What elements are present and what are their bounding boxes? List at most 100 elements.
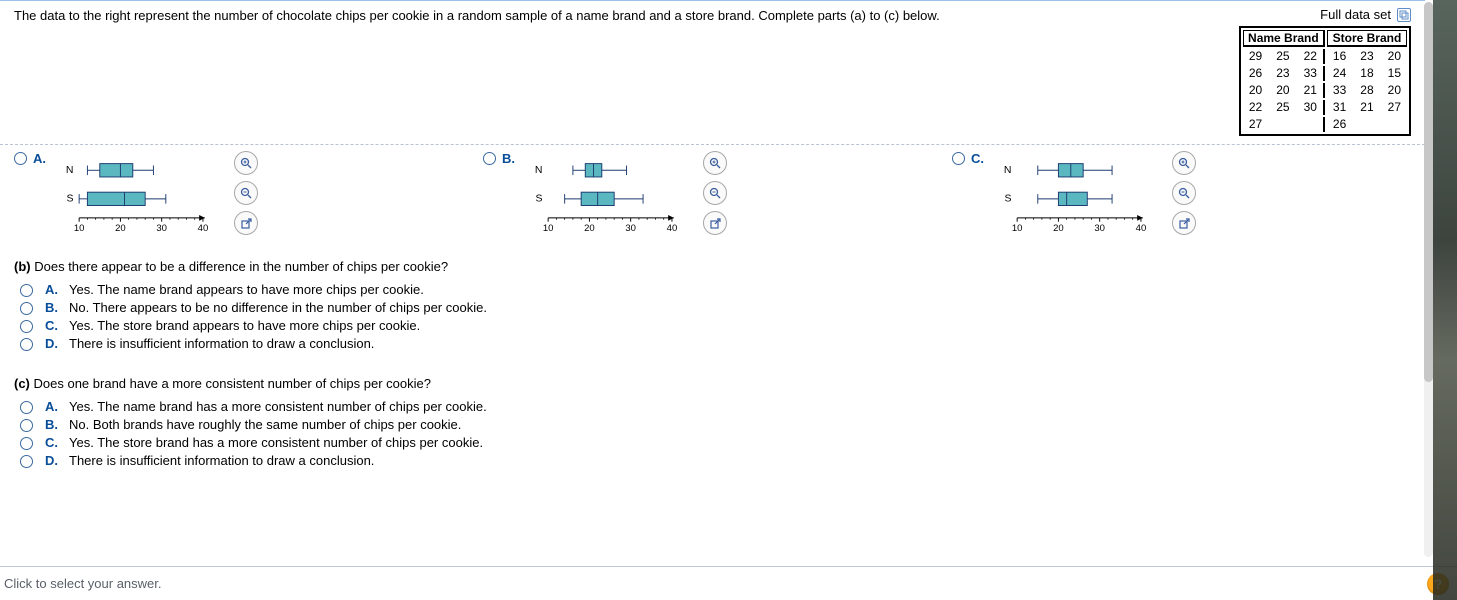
answer-option[interactable]: C. Yes. The store brand has a more consi…: [20, 435, 1411, 450]
table-row: 222530312127: [1243, 100, 1407, 115]
scrollbar-thumb[interactable]: [1424, 2, 1433, 382]
answer-letter: D.: [45, 453, 63, 468]
table-row: 292522162320: [1243, 49, 1407, 64]
answer-text: Yes. The store brand appears to have mor…: [69, 318, 420, 333]
table-cell: 16: [1327, 49, 1352, 64]
part-b: (b) Does there appear to be a difference…: [0, 241, 1425, 358]
answer-option[interactable]: B. No. There appears to be no difference…: [20, 300, 1411, 315]
answer-text: No. Both brands have roughly the same nu…: [69, 417, 461, 432]
table-cell: 23: [1354, 49, 1379, 64]
answer-letter: B.: [45, 300, 63, 315]
zoom-out-icon[interactable]: [703, 181, 727, 205]
copy-data-icon[interactable]: [1397, 8, 1411, 22]
answer-letter: D.: [45, 336, 63, 351]
radio-chart-A[interactable]: [14, 152, 27, 165]
radio-answer[interactable]: [20, 338, 33, 351]
answer-text: Yes. The name brand appears to have more…: [69, 282, 424, 297]
zoom-out-icon[interactable]: [1172, 181, 1196, 205]
svg-text:N: N: [535, 165, 543, 176]
zoom-in-icon[interactable]: [1172, 151, 1196, 175]
answer-text: Yes. The store brand has a more consiste…: [69, 435, 483, 450]
svg-text:20: 20: [584, 223, 595, 234]
answer-text: There is insufficient information to dra…: [69, 336, 374, 351]
table-cell: 20: [1382, 49, 1407, 64]
radio-answer[interactable]: [20, 302, 33, 315]
table-header-store: Store Brand: [1327, 30, 1407, 47]
svg-text:40: 40: [667, 223, 678, 234]
table-cell: 22: [1243, 100, 1268, 115]
option-letter: B.: [502, 151, 515, 166]
answer-option[interactable]: D. There is insufficient information to …: [20, 336, 1411, 351]
svg-text:40: 40: [198, 223, 209, 234]
outer-background-strip: [1433, 0, 1457, 600]
radio-answer[interactable]: [20, 419, 33, 432]
svg-text:10: 10: [1012, 223, 1023, 234]
table-cell: 30: [1298, 100, 1325, 115]
scrollbar-track[interactable]: [1424, 2, 1433, 557]
table-cell: 33: [1298, 66, 1325, 81]
answer-letter: B.: [45, 417, 63, 432]
svg-text:20: 20: [115, 223, 126, 234]
zoom-out-icon[interactable]: [234, 181, 258, 205]
boxplot-options-row: A. N S 10203040 B. N S: [0, 151, 1425, 241]
table-cell: 21: [1298, 83, 1325, 98]
table-row: 262333241815: [1243, 66, 1407, 81]
table-row: 202021332820: [1243, 83, 1407, 98]
popout-icon[interactable]: [703, 211, 727, 235]
radio-answer[interactable]: [20, 284, 33, 297]
radio-chart-B[interactable]: [483, 152, 496, 165]
table-cell: [1382, 117, 1407, 132]
chart-option-A: A. N S 10203040: [14, 151, 473, 241]
chart-option-B: B. N S 10203040: [483, 151, 942, 241]
svg-text:20: 20: [1053, 223, 1064, 234]
radio-answer[interactable]: [20, 320, 33, 333]
table-cell: 25: [1270, 100, 1295, 115]
table-cell: [1298, 117, 1325, 132]
table-cell: 22: [1298, 49, 1325, 64]
table-cell: 20: [1243, 83, 1268, 98]
table-cell: [1270, 117, 1295, 132]
table-row: 27 26: [1243, 117, 1407, 132]
svg-text:30: 30: [625, 223, 636, 234]
table-header-name: Name Brand: [1243, 30, 1325, 47]
popout-icon[interactable]: [1172, 211, 1196, 235]
svg-text:10: 10: [543, 223, 554, 234]
table-cell: 27: [1382, 100, 1407, 115]
svg-text:N: N: [66, 165, 74, 176]
table-cell: [1354, 117, 1379, 132]
problem-header-row: The data to the right represent the numb…: [0, 1, 1425, 145]
zoom-in-icon[interactable]: [234, 151, 258, 175]
part-c-prompt: (c) Does one brand have a more consisten…: [14, 376, 1411, 391]
table-cell: 26: [1327, 117, 1352, 132]
option-letter: C.: [971, 151, 984, 166]
answer-letter: A.: [45, 399, 63, 414]
boxplot-C: N S 10203040: [1000, 151, 1160, 241]
answer-option[interactable]: D. There is insufficient information to …: [20, 453, 1411, 468]
table-cell: 15: [1382, 66, 1407, 81]
popout-icon[interactable]: [234, 211, 258, 235]
answer-option[interactable]: A. Yes. The name brand appears to have m…: [20, 282, 1411, 297]
radio-answer[interactable]: [20, 437, 33, 450]
radio-answer[interactable]: [20, 455, 33, 468]
content-panel: The data to the right represent the numb…: [0, 0, 1425, 600]
table-cell: 20: [1270, 83, 1295, 98]
svg-text:S: S: [1004, 194, 1011, 205]
svg-text:S: S: [66, 194, 73, 205]
svg-text:10: 10: [74, 223, 85, 234]
answer-option[interactable]: C. Yes. The store brand appears to have …: [20, 318, 1411, 333]
answer-letter: A.: [45, 282, 63, 297]
boxplot-A: N S 10203040: [62, 151, 222, 241]
table-cell: 28: [1354, 83, 1379, 98]
answer-option[interactable]: A. Yes. The name brand has a more consis…: [20, 399, 1411, 414]
radio-answer[interactable]: [20, 401, 33, 414]
table-cell: 27: [1243, 117, 1268, 132]
table-cell: 31: [1327, 100, 1352, 115]
answer-text: There is insufficient information to dra…: [69, 453, 374, 468]
answer-text: No. There appears to be no difference in…: [69, 300, 487, 315]
zoom-in-icon[interactable]: [703, 151, 727, 175]
radio-chart-C[interactable]: [952, 152, 965, 165]
table-cell: 33: [1327, 83, 1352, 98]
answer-option[interactable]: B. No. Both brands have roughly the same…: [20, 417, 1411, 432]
data-table: Name Brand Store Brand 29252216232026233…: [1239, 26, 1411, 136]
table-cell: 18: [1354, 66, 1379, 81]
